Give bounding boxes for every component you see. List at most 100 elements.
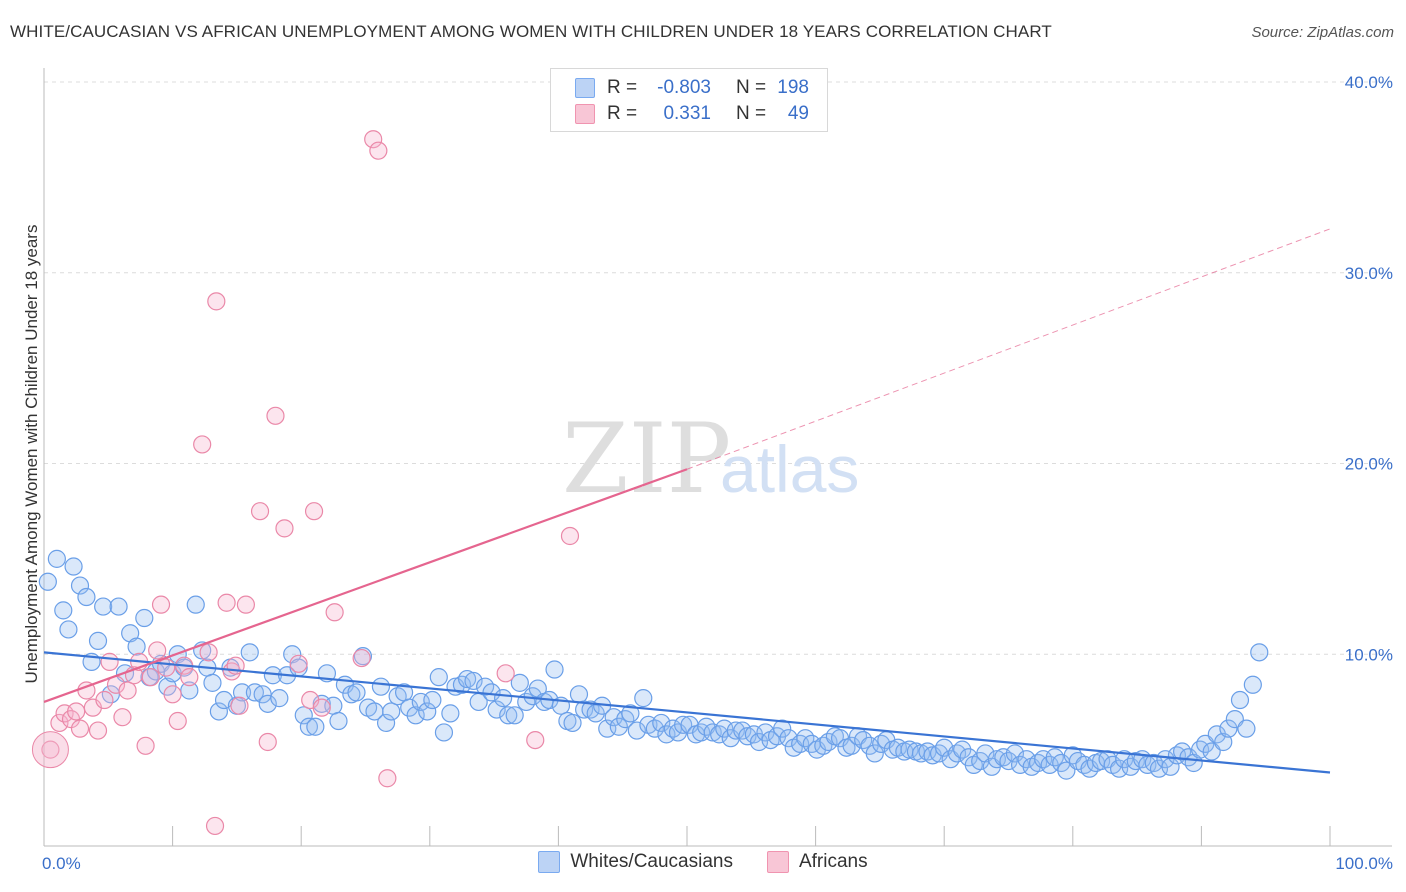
data-point-whites xyxy=(499,706,518,725)
data-point-africans xyxy=(100,652,119,671)
data-point-africans xyxy=(378,769,397,788)
data-point-whites xyxy=(434,723,454,742)
x-tick-label: 0.0% xyxy=(42,854,81,873)
data-point-africans xyxy=(157,658,176,677)
data-point-whites xyxy=(575,700,594,719)
legend-swatch-whites xyxy=(575,78,595,98)
legend-n-label: N = xyxy=(735,77,767,98)
data-point-whites xyxy=(738,727,757,746)
data-point-whites xyxy=(423,690,442,710)
data-point-africans xyxy=(193,435,212,454)
data-point-whites xyxy=(127,637,146,656)
data-point-whites xyxy=(1115,750,1134,769)
data-point-whites xyxy=(203,673,222,692)
data-point-whites xyxy=(306,717,325,736)
data-point-whites xyxy=(510,673,529,692)
data-point-whites xyxy=(621,704,640,723)
data-point-whites xyxy=(929,744,949,763)
bottom-legend-swatch-whites xyxy=(538,851,561,873)
data-point-africans xyxy=(180,668,199,687)
data-point-whites xyxy=(865,744,884,763)
data-point-whites xyxy=(299,717,319,736)
data-point-whites xyxy=(627,721,646,740)
data-point-whites xyxy=(674,715,693,734)
data-point-whites xyxy=(1250,643,1269,662)
data-point-whites xyxy=(294,706,313,725)
data-point-whites xyxy=(429,668,448,687)
data-point-africans xyxy=(199,643,218,662)
grid-lines xyxy=(44,81,1392,655)
data-point-whites xyxy=(94,597,113,616)
data-point-whites xyxy=(953,740,972,759)
data-point-whites xyxy=(441,704,460,723)
data-point-africans xyxy=(141,668,160,687)
data-point-africans xyxy=(118,681,137,700)
data-point-whites xyxy=(54,601,73,620)
data-point-africans xyxy=(369,141,388,160)
chart-title: WHITE/CAUCASIAN VS AFRICAN UNEMPLOYMENT … xyxy=(10,22,1052,41)
data-point-whites xyxy=(270,689,289,708)
data-point-whites xyxy=(376,713,396,733)
data-point-whites xyxy=(411,692,430,712)
x-tick-label: 100.0% xyxy=(1335,854,1393,873)
data-point-whites xyxy=(545,660,564,679)
data-point-whites xyxy=(59,620,78,639)
data-point-africans xyxy=(289,654,308,673)
trend-line-whites xyxy=(43,651,1331,774)
data-point-whites xyxy=(1219,719,1238,738)
data-point-africans xyxy=(136,736,155,755)
data-point-whites xyxy=(911,744,931,763)
data-point-africans xyxy=(217,593,236,612)
data-point-whites xyxy=(1214,732,1233,752)
data-point-whites xyxy=(400,698,419,717)
data-point-whites xyxy=(616,710,635,729)
series-africans xyxy=(31,130,580,836)
data-point-africans xyxy=(41,740,60,759)
trend-lines xyxy=(43,228,1331,774)
legend-box: R = -0.803 N = 198 R = 0.331 N = 49 xyxy=(550,68,828,132)
data-point-whites xyxy=(88,631,108,650)
data-point-whites xyxy=(371,677,391,696)
data-point-whites xyxy=(452,675,472,694)
legend-r-label: R = xyxy=(607,77,638,98)
data-point-whites xyxy=(1109,759,1129,778)
data-point-whites xyxy=(232,683,252,702)
data-point-africans xyxy=(207,292,226,311)
legend-swatch-africans xyxy=(575,104,595,124)
data-point-whites xyxy=(418,702,437,721)
data-point-africans xyxy=(67,702,86,721)
data-point-africans xyxy=(88,721,108,740)
legend-n-value: 49 xyxy=(787,103,809,124)
data-point-whites xyxy=(1207,725,1226,744)
data-point-whites xyxy=(1237,719,1256,738)
data-point-whites xyxy=(1191,740,1210,759)
data-point-whites xyxy=(715,719,734,738)
axes xyxy=(43,68,1392,847)
data-point-whites xyxy=(1126,751,1145,771)
data-point-whites xyxy=(312,694,331,713)
watermark-zip: ZIP xyxy=(562,403,731,515)
data-point-whites xyxy=(487,700,506,719)
watermark-atlas: atlas xyxy=(720,432,859,506)
data-point-whites xyxy=(77,587,96,607)
data-point-whites xyxy=(1230,690,1250,710)
bottom-legend: Whites/Caucasians Africans xyxy=(0,851,1406,873)
y-tick-label: 30.0% xyxy=(1345,264,1393,283)
data-point-whites xyxy=(347,683,366,702)
data-point-africans xyxy=(496,664,515,683)
legend-r-label: R = xyxy=(607,103,638,124)
data-point-africans xyxy=(304,502,324,521)
bottom-legend-africans: Africans xyxy=(766,851,868,873)
data-point-africans xyxy=(266,406,285,425)
bottom-legend-whites: Whites/Caucasians xyxy=(538,851,733,873)
data-point-whites xyxy=(703,723,722,742)
data-point-africans xyxy=(250,502,270,521)
data-point-whites xyxy=(64,557,83,576)
data-point-whites xyxy=(109,597,128,616)
data-point-whites xyxy=(135,608,154,628)
series-whites xyxy=(38,549,1269,780)
data-point-whites xyxy=(457,669,477,689)
data-point-africans xyxy=(364,130,383,149)
bottom-legend-label-africans: Africans xyxy=(798,851,868,872)
